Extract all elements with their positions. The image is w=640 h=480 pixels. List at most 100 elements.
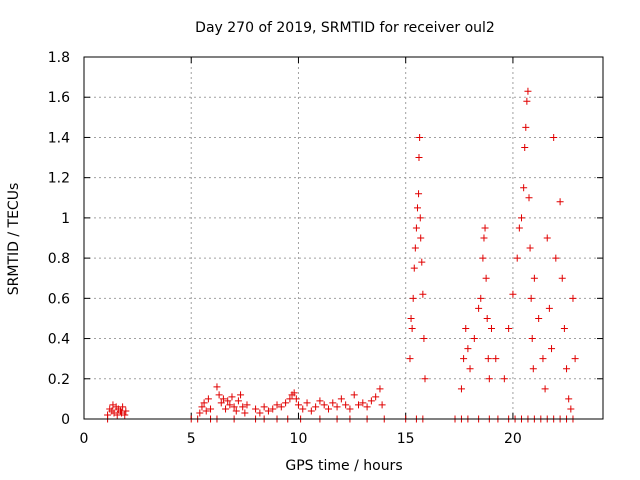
- data-point: [528, 335, 536, 343]
- data-point: [230, 403, 238, 411]
- data-point: [462, 325, 470, 332]
- data-point: [122, 407, 130, 415]
- data-point: [376, 385, 384, 393]
- y-tick-label: 0.2: [48, 372, 70, 388]
- plot-frame: [83, 56, 604, 420]
- x-tick-label: 20: [504, 431, 522, 447]
- data-point: [350, 391, 358, 399]
- data-point: [239, 403, 247, 411]
- data-point: [505, 325, 513, 332]
- data-point: [518, 214, 526, 222]
- x-tick-label: 5: [187, 431, 196, 447]
- data-point: [479, 254, 487, 262]
- data-point: [527, 294, 535, 302]
- chart-title: Day 270 of 2019, SRMTID for receiver oul…: [195, 20, 495, 36]
- data-point: [407, 314, 415, 322]
- data-point: [200, 399, 208, 407]
- data-point: [217, 399, 225, 407]
- data-point: [565, 395, 573, 403]
- data-point: [482, 274, 490, 282]
- data-point: [342, 401, 350, 409]
- data-point: [548, 345, 556, 353]
- x-tick-label: 10: [290, 431, 308, 447]
- data-point: [475, 304, 483, 312]
- y-tick-label: 1.4: [48, 130, 70, 146]
- x-tick-label: 15: [397, 431, 415, 447]
- data-point: [413, 204, 421, 212]
- data-point: [571, 355, 579, 363]
- data-point: [324, 405, 332, 413]
- data-point: [337, 395, 345, 403]
- data-point: [483, 314, 491, 322]
- data-point: [226, 401, 234, 409]
- data-point: [222, 405, 230, 413]
- data-point: [515, 224, 523, 232]
- data-point: [294, 401, 302, 409]
- data-point: [329, 399, 337, 407]
- data-point: [241, 409, 249, 417]
- data-point: [535, 314, 543, 322]
- data-point: [363, 403, 371, 411]
- data-point: [411, 244, 419, 252]
- data-point: [290, 389, 298, 397]
- data-point: [410, 264, 418, 272]
- y-tick-label: 1.6: [48, 90, 70, 106]
- y-tick-label: 0.6: [48, 291, 70, 307]
- data-point: [492, 355, 500, 363]
- data-point: [415, 154, 423, 162]
- data-point: [408, 325, 416, 332]
- data-point: [228, 393, 236, 401]
- data-point: [416, 214, 424, 222]
- data-point: [202, 407, 210, 415]
- data-point: [418, 258, 426, 266]
- y-tick-label: 0.4: [48, 332, 70, 348]
- y-tick-label: 0.8: [48, 251, 70, 267]
- data-point: [299, 405, 307, 413]
- data-point: [567, 405, 575, 413]
- data-point: [487, 325, 495, 332]
- data-point: [545, 304, 553, 312]
- data-point: [224, 397, 232, 405]
- data-point: [406, 355, 414, 363]
- data-point: [420, 335, 428, 343]
- data-point: [480, 234, 488, 242]
- data-point: [552, 254, 560, 262]
- data-point: [252, 405, 260, 413]
- data-point: [204, 395, 212, 403]
- data-point: [232, 407, 240, 415]
- y-tick-label: 1.2: [48, 171, 70, 187]
- data-point: [198, 403, 206, 411]
- data-point: [500, 375, 508, 383]
- data-point: [282, 399, 290, 407]
- data-point: [359, 399, 367, 407]
- data-point: [529, 365, 537, 373]
- data-point: [417, 234, 425, 242]
- data-point: [312, 403, 320, 411]
- data-point: [513, 254, 521, 262]
- data-point: [530, 274, 538, 282]
- data-point: [539, 355, 547, 363]
- data-point: [346, 405, 354, 413]
- data-point: [355, 401, 363, 409]
- data-point: [277, 403, 285, 411]
- data-point: [525, 194, 533, 202]
- data-point: [558, 274, 566, 282]
- data-point: [541, 385, 549, 393]
- data-point: [419, 290, 427, 298]
- data-point: [460, 355, 468, 363]
- data-point: [457, 385, 465, 393]
- data-point: [256, 409, 264, 417]
- data-point: [521, 144, 529, 151]
- data-point: [333, 403, 341, 411]
- data-point: [464, 345, 472, 353]
- data-point: [320, 401, 328, 409]
- data-point: [470, 335, 478, 343]
- data-point: [522, 123, 530, 131]
- axis-ticks: 0 0.2 0.4 0.6 0.8 1 1.2 1.4 1.6 1.8 0 5 10 15 20: [48, 50, 603, 447]
- data-point: [421, 375, 429, 383]
- data-point: [485, 375, 493, 383]
- data-point: [121, 411, 129, 419]
- data-point: [526, 244, 534, 252]
- data-point: [215, 391, 223, 399]
